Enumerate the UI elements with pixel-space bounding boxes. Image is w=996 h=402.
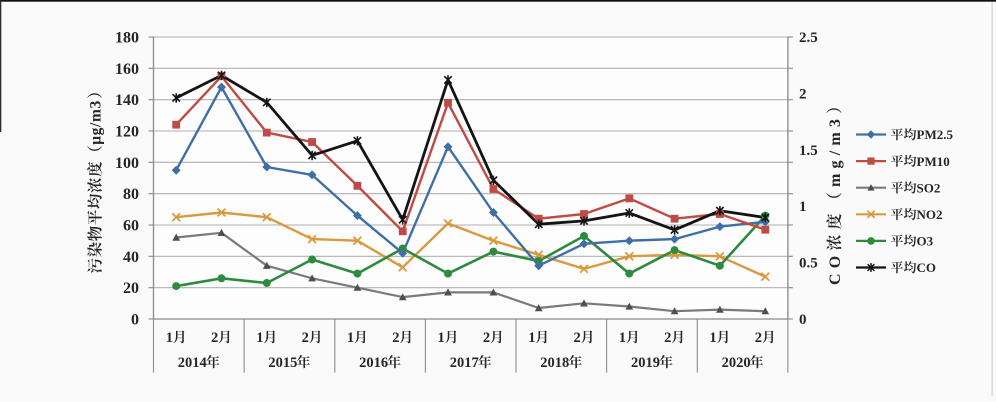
svg-text:1: 1 — [799, 199, 807, 215]
svg-text:2016: 2016 — [359, 355, 388, 371]
svg-text:0.5: 0.5 — [799, 256, 818, 272]
svg-text:2: 2 — [799, 86, 807, 102]
svg-text:160: 160 — [115, 61, 139, 78]
svg-text:2020: 2020 — [722, 355, 751, 371]
svg-text:100: 100 — [115, 155, 139, 172]
svg-text:1: 1 — [256, 330, 263, 346]
svg-text:2.5: 2.5 — [799, 30, 818, 46]
svg-text:40: 40 — [123, 249, 139, 266]
svg-text:180: 180 — [115, 30, 139, 47]
svg-text:2015: 2015 — [268, 355, 297, 371]
svg-text:NO2: NO2 — [917, 207, 943, 222]
svg-text:1.5: 1.5 — [799, 143, 818, 159]
svg-text:60: 60 — [123, 218, 139, 235]
svg-text:CO: CO — [917, 260, 937, 275]
svg-text:1: 1 — [347, 330, 354, 346]
svg-text:2017: 2017 — [450, 355, 479, 371]
svg-text:PM2.5: PM2.5 — [917, 127, 954, 142]
svg-text:1: 1 — [166, 330, 173, 346]
svg-text:PM10: PM10 — [917, 154, 950, 169]
svg-text:2: 2 — [483, 330, 490, 346]
svg-text:1: 1 — [528, 330, 535, 346]
svg-text:2: 2 — [302, 330, 309, 346]
svg-text:2014: 2014 — [178, 355, 207, 371]
svg-text:140: 140 — [115, 92, 139, 109]
svg-text:1: 1 — [709, 330, 716, 346]
svg-text:1: 1 — [438, 330, 445, 346]
svg-text:mg/m3: mg/m3 — [827, 114, 844, 187]
svg-text:2: 2 — [392, 330, 399, 346]
svg-text:O3: O3 — [917, 234, 934, 249]
svg-text:2018: 2018 — [540, 355, 569, 371]
svg-text:120: 120 — [115, 124, 139, 141]
svg-text:2: 2 — [664, 330, 671, 346]
svg-text:2: 2 — [574, 330, 581, 346]
svg-text:μg/m3: μg/m3 — [88, 100, 105, 145]
svg-text:2: 2 — [755, 330, 762, 346]
svg-text:0: 0 — [131, 312, 139, 329]
svg-text:0: 0 — [799, 312, 807, 328]
svg-text:20: 20 — [123, 280, 139, 297]
svg-text:80: 80 — [123, 186, 139, 203]
svg-text:SO2: SO2 — [917, 180, 941, 195]
svg-text:2: 2 — [211, 330, 218, 346]
svg-text:CO: CO — [827, 251, 844, 285]
svg-text:1: 1 — [619, 330, 626, 346]
svg-text:2019: 2019 — [631, 355, 660, 371]
